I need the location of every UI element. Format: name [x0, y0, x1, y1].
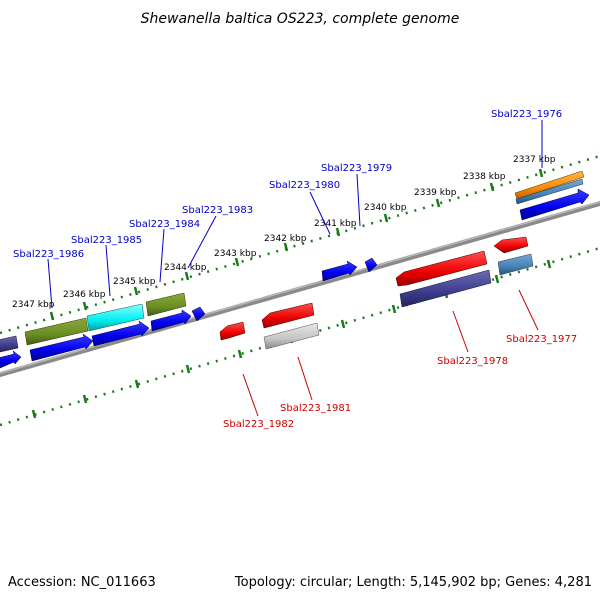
gene-label[interactable]: Sbal223_1985 — [71, 235, 142, 246]
tick-label: 2339 kbp — [414, 188, 457, 198]
gene-blue-arrow[interactable] — [364, 257, 378, 273]
map-title: Shewanella baltica OS223, complete genom… — [141, 11, 460, 27]
tick-labels: 2337 kbp 2338 kbp 2339 kbp 2340 kbp 2341… — [12, 155, 556, 310]
gene-label[interactable]: Sbal223_1981 — [280, 403, 351, 414]
gene-label[interactable]: Sbal223_1979 — [321, 163, 392, 174]
gene-label[interactable]: Sbal223_1978 — [437, 356, 508, 367]
gene-labels-forward: Sbal223_1976 Sbal223_1979 Sbal223_1980 S… — [13, 109, 562, 260]
gene-blue-arrow[interactable] — [519, 188, 590, 221]
gene-red-arrow[interactable] — [493, 236, 529, 254]
gene-blue-arrow[interactable] — [0, 350, 22, 369]
gene-olive[interactable] — [145, 292, 187, 317]
tick-label: 2345 kbp — [113, 277, 156, 287]
bottom-leader-lines — [242, 289, 539, 417]
ruler-major-ticks — [49, 168, 544, 321]
tick-label: 2347 kbp — [12, 300, 55, 310]
accession-text: Accession: NC_011663 — [8, 575, 156, 590]
gene-label[interactable]: Sbal223_1982 — [223, 419, 294, 430]
tick-label: 2338 kbp — [463, 172, 506, 182]
gene-olive[interactable] — [24, 317, 89, 346]
tick-label: 2344 kbp — [164, 263, 207, 273]
gene-label[interactable]: Sbal223_1986 — [13, 249, 84, 260]
tick-label: 2341 kbp — [314, 219, 357, 229]
tick-label: 2343 kbp — [214, 249, 257, 259]
gene-red-arrow[interactable] — [261, 302, 315, 329]
gene-red-arrow[interactable] — [395, 250, 488, 287]
gene-orange[interactable] — [514, 170, 585, 200]
top-leader-lines — [47, 120, 543, 309]
backbone — [0, 200, 600, 378]
gene-red-arrow[interactable] — [219, 321, 246, 341]
gene-label[interactable]: Sbal223_1983 — [182, 205, 253, 216]
genes-reverse — [219, 236, 534, 350]
tick-label: 2342 kbp — [264, 234, 307, 244]
gene-label[interactable]: Sbal223_1977 — [506, 334, 577, 345]
tick-label: 2346 kbp — [63, 290, 106, 300]
genome-stats-text: Topology: circular; Length: 5,145,902 bp… — [234, 575, 592, 590]
gene-label[interactable]: Sbal223_1980 — [269, 180, 340, 191]
gene-steel[interactable] — [515, 178, 584, 205]
gene-blue-arrow[interactable] — [91, 320, 150, 347]
gene-cyan[interactable] — [86, 303, 145, 332]
tick-label: 2337 kbp — [513, 155, 556, 165]
gene-navy[interactable] — [0, 335, 19, 353]
gene-blue-arrow[interactable] — [191, 306, 206, 322]
gene-blue-arrow[interactable] — [29, 333, 94, 362]
tick-label: 2340 kbp — [364, 203, 407, 213]
gene-blue-arrow[interactable] — [150, 309, 192, 332]
gene-label[interactable]: Sbal223_1984 — [129, 219, 200, 230]
gene-navy[interactable] — [399, 269, 492, 308]
gene-blue-arrow[interactable] — [321, 260, 358, 282]
gene-gray[interactable] — [263, 322, 320, 350]
gene-labels-reverse: Sbal223_1977 Sbal223_1978 Sbal223_1981 S… — [223, 334, 577, 430]
genes-forward — [0, 170, 590, 369]
gene-label[interactable]: Sbal223_1976 — [491, 109, 562, 120]
gene-steel[interactable] — [497, 253, 534, 276]
